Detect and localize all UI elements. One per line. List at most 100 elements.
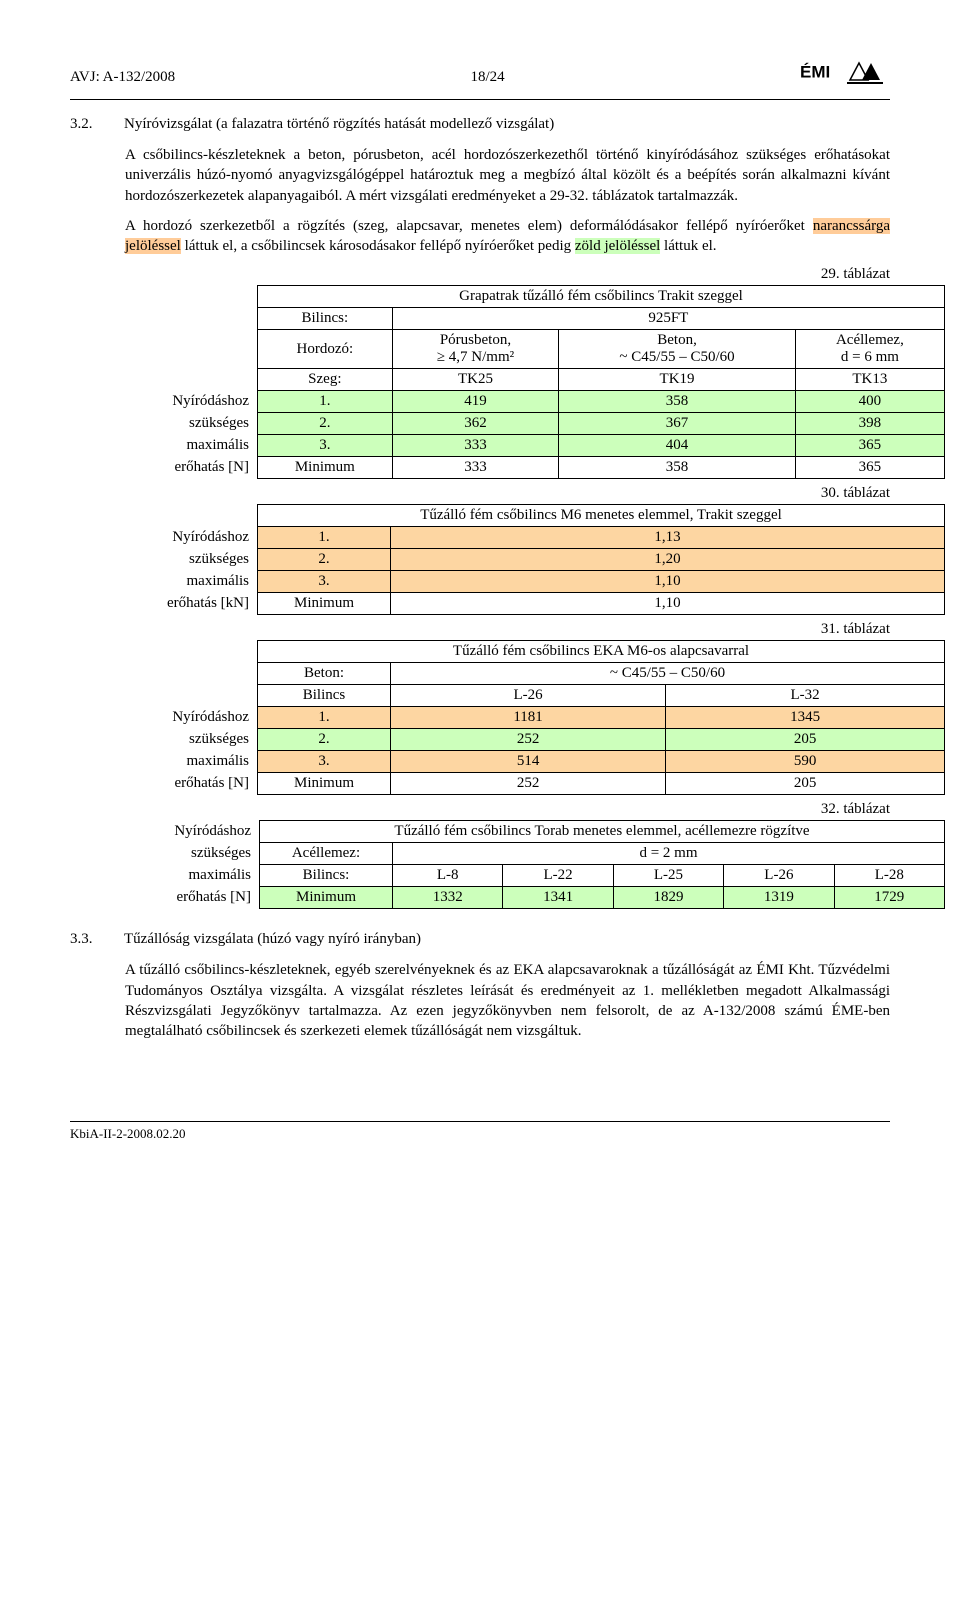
row-label: Nyíródáshoz — [125, 821, 260, 843]
table-row: erőhatás [N] Minimum 252 205 — [125, 773, 945, 795]
section-title: Nyíróvizsgálat (a falazatra történő rögz… — [124, 116, 554, 133]
row-label: szükséges — [125, 549, 258, 571]
header-page-num: 18/24 — [470, 69, 504, 86]
spacer — [125, 308, 258, 330]
svg-text:ÉMI: ÉMI — [800, 63, 830, 82]
beton-label: Beton: — [258, 663, 391, 685]
cell: 398 — [795, 413, 944, 435]
section-number: 3.3. — [70, 931, 100, 948]
section-3-2-paragraph-1: A csőbilincs-készleteknek a beton, pórus… — [125, 145, 890, 206]
table-row: Nyíródáshoz 1. 419 358 400 — [125, 391, 945, 413]
table-row: maximális 3. 1,10 — [125, 571, 945, 593]
tables-container: 29. táblázat Grapatrak tűzálló fém csőbi… — [125, 266, 890, 909]
row-label: maximális — [125, 571, 258, 593]
table-29-caption: 29. táblázat — [125, 266, 890, 283]
spacer — [125, 369, 258, 391]
row-label: Nyíródáshoz — [125, 707, 258, 729]
table-row: maximális 3. 514 590 — [125, 751, 945, 773]
bilincs-v: L-25 — [613, 865, 723, 887]
col-2-header: Beton, ~ C45/55 – C50/60 — [559, 330, 796, 369]
table-row: Nyíródáshoz 1. 1,13 — [125, 527, 945, 549]
spacer — [125, 286, 258, 308]
row-label: maximális — [125, 435, 258, 457]
cell: 358 — [559, 457, 796, 479]
row-head: 1. — [258, 391, 393, 413]
row-head: 2. — [258, 729, 391, 751]
header-logo: ÉMI — [800, 60, 890, 95]
header-divider — [70, 99, 890, 100]
cell: 333 — [392, 435, 559, 457]
cell: 514 — [391, 751, 666, 773]
section-title: Tűzállóság vizsgálata (húzó vagy nyíró i… — [124, 931, 421, 948]
acell-label: Acéllemez: — [260, 843, 393, 865]
table-32-caption: 32. táblázat — [125, 801, 890, 818]
row-label: maximális — [125, 751, 258, 773]
col3a: Acéllemez, — [836, 332, 904, 348]
row-label: Nyíródáshoz — [125, 527, 258, 549]
p2-suffix: láttuk el. — [660, 238, 716, 254]
cell: 419 — [392, 391, 559, 413]
table-30: Tűzálló fém csőbilincs M6 menetes elemme… — [125, 504, 945, 615]
table-29: Grapatrak tűzálló fém csőbilincs Trakit … — [125, 285, 945, 479]
row-label: szükséges — [125, 729, 258, 751]
bilincs-v: L-22 — [503, 865, 613, 887]
table-29-title: Grapatrak tűzálló fém csőbilincs Trakit … — [258, 286, 945, 308]
row-label: erőhatás [N] — [125, 887, 260, 909]
row-head: 3. — [258, 435, 393, 457]
spacer — [125, 685, 258, 707]
p2-prefix: A hordozó szerkezetből a rögzítés (szeg,… — [125, 218, 813, 234]
row-head: 1. — [258, 707, 391, 729]
section-3-3-body: A tűzálló csőbilincs-készleteknek, egyéb… — [125, 960, 890, 1041]
cell: 365 — [795, 457, 944, 479]
row-label: erőhatás [N] — [125, 457, 258, 479]
cell: 1181 — [391, 707, 666, 729]
row-label: erőhatás [kN] — [125, 593, 258, 615]
hordozo-label: Hordozó: — [258, 330, 393, 369]
row-label: szükséges — [125, 413, 258, 435]
table-30-caption: 30. táblázat — [125, 485, 890, 502]
emi-logo-icon: ÉMI — [800, 60, 890, 90]
cell: 367 — [559, 413, 796, 435]
cell: 400 — [795, 391, 944, 413]
footer-text: KbiA-II-2-2008.02.20 — [70, 1126, 186, 1141]
table-31-title: Tűzálló fém csőbilincs EKA M6-os alapcsa… — [258, 641, 945, 663]
bilincs-v: L-8 — [393, 865, 503, 887]
szeg-1: TK25 — [392, 369, 559, 391]
beton-value: ~ C45/55 – C50/60 — [391, 663, 945, 685]
bilincs-v: L-26 — [724, 865, 834, 887]
col2a: Beton, — [657, 332, 697, 348]
header-doc-id: AVJ: A-132/2008 — [70, 69, 175, 86]
col1b: ≥ 4,7 N/mm² — [437, 349, 514, 365]
cell: 362 — [392, 413, 559, 435]
section-3-2-paragraph-2: A hordozó szerkezetből a rögzítés (szeg,… — [125, 216, 890, 257]
szeg-2: TK19 — [559, 369, 796, 391]
p2-mid: láttuk el, a csőbilincsek károsodásakor … — [181, 238, 575, 254]
header-row: AVJ: A-132/2008 18/24 ÉMI — [70, 60, 890, 95]
bilincs-1: L-26 — [391, 685, 666, 707]
table-row: maximális 3. 333 404 365 — [125, 435, 945, 457]
col1a: Pórusbeton, — [440, 332, 511, 348]
row-head: 1. — [258, 527, 391, 549]
page: AVJ: A-132/2008 18/24 ÉMI 3.2. Nyíróvizs… — [0, 0, 960, 1182]
cell: 252 — [391, 773, 666, 795]
bilincs-label: Bilincs: — [258, 308, 393, 330]
bilincs-2: L-32 — [666, 685, 945, 707]
spacer — [125, 663, 258, 685]
row-label: erőhatás [N] — [125, 773, 258, 795]
min-label: Minimum — [260, 887, 393, 909]
cell: 252 — [391, 729, 666, 751]
bilincs-label: Bilincs — [258, 685, 391, 707]
col-1-header: Pórusbeton, ≥ 4,7 N/mm² — [392, 330, 559, 369]
section-number: 3.2. — [70, 116, 100, 133]
bilincs-value: 925FT — [392, 308, 944, 330]
table-row: szükséges 2. 1,20 — [125, 549, 945, 571]
cell: 1341 — [503, 887, 613, 909]
acell-value: d = 2 mm — [393, 843, 945, 865]
section-3-2-header: 3.2. Nyíróvizsgálat (a falazatra történő… — [70, 116, 890, 133]
section-3-3-header: 3.3. Tűzállóság vizsgálata (húzó vagy ny… — [70, 931, 890, 948]
cell: 1729 — [834, 887, 944, 909]
spacer — [125, 505, 258, 527]
cell: 205 — [666, 773, 945, 795]
cell: 1319 — [724, 887, 834, 909]
table-30-title: Tűzálló fém csőbilincs M6 menetes elemme… — [258, 505, 945, 527]
